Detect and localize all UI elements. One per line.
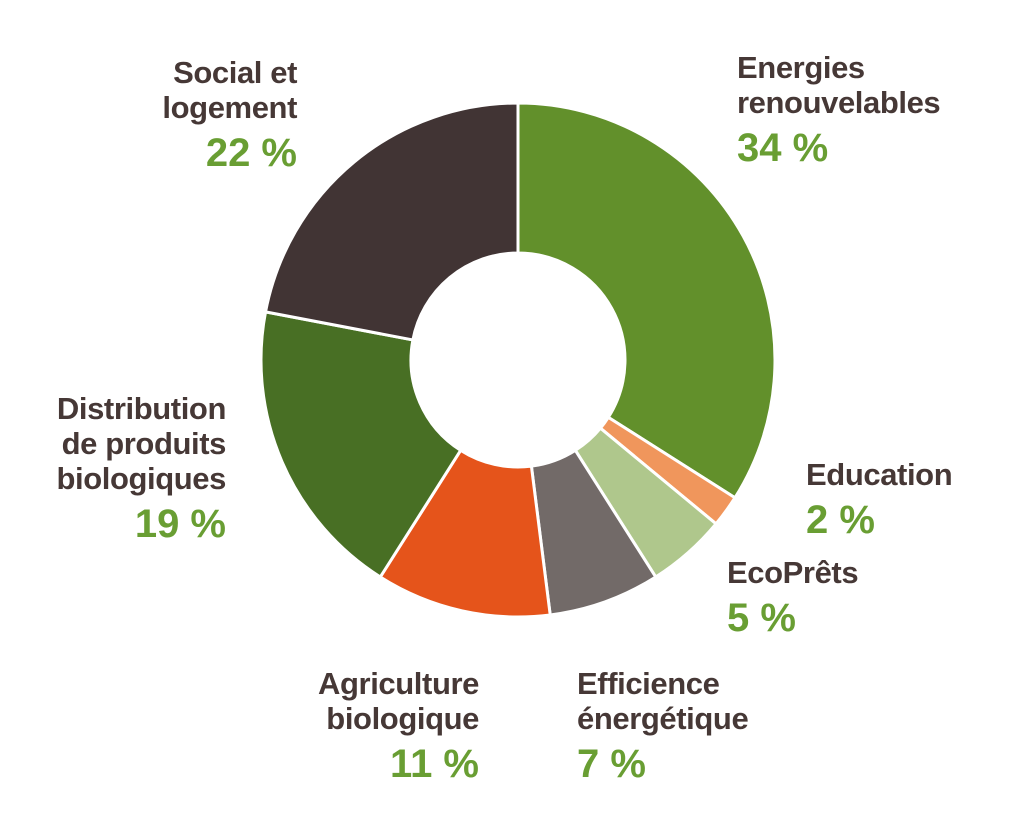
slice-label-efficience-energetique: Efficience énergétique 7 %	[577, 666, 749, 786]
slice-percent-text: 19 %	[134, 502, 226, 546]
slice-label-text: Agriculture biologique	[318, 666, 479, 736]
donut-slice-distribution-de-produits-biologiques	[259, 310, 463, 579]
slice-label-education: Education 2 %	[806, 457, 953, 542]
slice-label-text: Efficience énergétique	[577, 666, 749, 736]
donut-slice-energies-renouvelables	[516, 101, 777, 500]
slice-label-text: EcoPrêts	[727, 555, 859, 590]
slice-label-ecoprets: EcoPrêts 5 %	[727, 555, 859, 640]
slice-percent-text: 5 %	[727, 596, 796, 640]
slice-label-text: Energies renouvelables	[737, 50, 941, 120]
slice-label-social-et-logement: Social et logement 22 %	[162, 55, 297, 174]
slice-label-energies-renouvelables: Energies renouvelables 34 %	[737, 50, 941, 170]
donut-slice-agriculture-biologique	[378, 448, 552, 619]
slice-percent-text: 7 %	[577, 742, 646, 786]
slice-percent-text: 34 %	[737, 126, 829, 170]
donut-slice-social-et-logement	[264, 101, 520, 342]
slice-label-text: Education	[806, 457, 953, 492]
slice-percent-text: 2 %	[806, 498, 875, 542]
slice-percent-text: 22 %	[205, 131, 297, 175]
slice-percent-text: 11 %	[390, 742, 479, 786]
slice-label-distribution-de-produits-biologiques: Distribution de produits biologiques 19 …	[56, 391, 226, 545]
slice-label-agriculture-biologique: Agriculture biologique 11 %	[318, 666, 479, 785]
slice-label-text: Social et logement	[162, 55, 297, 125]
slice-label-text: Distribution de produits biologiques	[56, 391, 226, 496]
